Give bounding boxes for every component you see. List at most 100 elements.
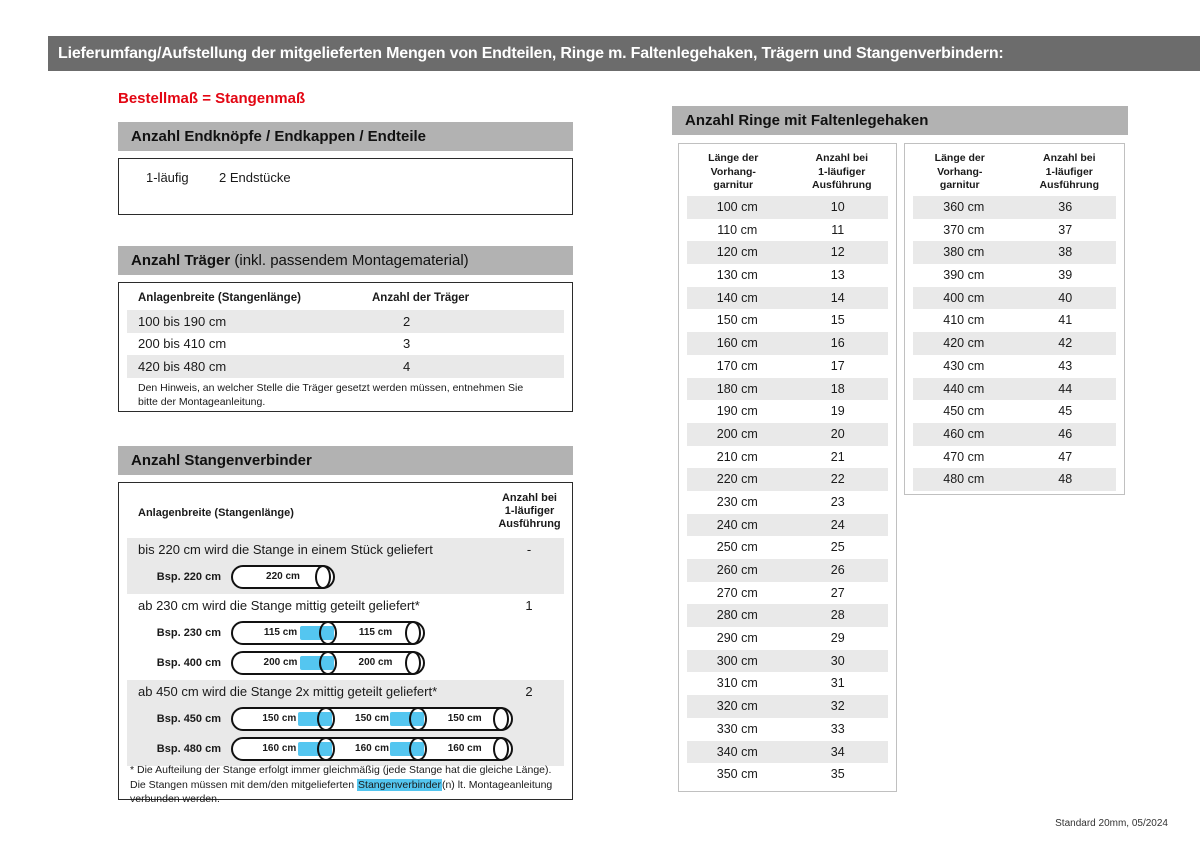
traeger-count: 3	[403, 336, 411, 352]
ring-length-cell: 230 cm	[716, 494, 758, 509]
ring-table-row: 350 cm 35	[687, 763, 888, 786]
order-measure-note: Bestellmaß = Stangenmaß	[118, 90, 306, 107]
verbinder-rule-text-row: bis 220 cm wird die Stange in einem Stüc…	[127, 541, 564, 559]
traeger-count: 4	[403, 358, 411, 374]
ring-table-row: 450 cm 45	[913, 400, 1116, 423]
ringe-col-length-line1: Länge der	[934, 152, 985, 164]
ring-length-cell: 100 cm	[716, 200, 758, 214]
ring-count-cell: 21	[830, 449, 845, 464]
rod-endcap-icon	[405, 620, 421, 645]
ring-table-row: 240 cm 24	[687, 513, 888, 537]
verbinder-footnote: * Die Aufteilung der Stange erfolgt imme…	[130, 763, 562, 807]
rod-example-label: Bsp. 480 cm	[156, 742, 221, 755]
ring-length-cell: 410 cm	[943, 313, 985, 328]
ring-length-cell: 320 cm	[716, 699, 758, 714]
document-footer: Standard 20mm, 05/2024	[1055, 818, 1168, 829]
ring-table-row: 410 cm 41	[913, 309, 1116, 332]
ring-table-row: 190 cm 19	[687, 400, 888, 423]
ringe-col-length-line2: Vorhang-	[937, 165, 983, 178]
ring-table-row: 230 cm 23	[687, 491, 888, 514]
verbinder-block: bis 220 cm wird die Stange in einem Stüc…	[127, 538, 564, 594]
ring-table-row: 370 cm 37	[913, 219, 1116, 242]
ring-length-cell: 190 cm	[716, 404, 758, 419]
ring-count-cell: 29	[830, 631, 845, 646]
rod-segment-label: 160 cm	[355, 742, 389, 754]
rod-diagram: 115 cm 115 cm	[231, 620, 425, 645]
verbinder-count: 1	[525, 598, 533, 613]
tube-opening-icon	[319, 620, 337, 645]
ringe-col-length-line3: garnitur	[939, 179, 980, 191]
ring-length-cell: 210 cm	[716, 449, 758, 464]
ring-table-row: 210 cm 21	[687, 446, 888, 469]
footnote-highlight: Stangenverbinder	[357, 778, 442, 791]
ring-length-cell: 130 cm	[716, 268, 758, 283]
verbinder-rule-text: ab 450 cm wird die Stange 2x mittig gete…	[138, 684, 438, 699]
verbinder-block: ab 230 cm wird die Stange mittig geteilt…	[127, 594, 564, 680]
ring-length-cell: 140 cm	[716, 290, 758, 305]
verbinder-blocks: bis 220 cm wird die Stange in einem Stüc…	[119, 538, 572, 766]
tube-opening-icon	[317, 706, 335, 731]
ringe-col-length-line1: Länge der	[708, 152, 759, 164]
ring-length-cell: 240 cm	[716, 517, 758, 532]
ring-length-cell: 370 cm	[943, 222, 985, 237]
ringe-col-count-line2: 1-läufiger	[1045, 165, 1093, 178]
ring-count-cell: 36	[1058, 200, 1073, 214]
ring-count-cell: 48	[1058, 472, 1073, 487]
section-traeger-title-rest: (inkl. passendem Montagematerial)	[230, 252, 469, 269]
ring-table-row: 380 cm 38	[913, 241, 1116, 265]
ring-table-row: 120 cm 12	[687, 241, 888, 265]
ring-length-cell: 290 cm	[716, 631, 758, 646]
ring-count-cell: 46	[1058, 426, 1073, 441]
ring-count-cell: 10	[830, 200, 845, 214]
ring-length-cell: 350 cm	[716, 767, 758, 782]
tube-opening-icon	[319, 650, 337, 675]
rod-endcap-icon	[493, 706, 509, 731]
rod-segment-label: 160 cm	[262, 742, 297, 754]
rod-diagram: 220 cm	[231, 564, 335, 589]
rod-diagram: 150 cm 150 cm 150 cm	[231, 706, 513, 731]
traeger-count: 2	[403, 313, 411, 329]
tube-opening-icon	[317, 736, 335, 761]
verbinder-rule-text-row: ab 450 cm wird die Stange 2x mittig gete…	[127, 683, 564, 701]
ring-count-cell: 40	[1058, 290, 1073, 305]
ringe-col-count-line2: 1-läufiger	[818, 165, 866, 178]
rod-endcap-icon	[405, 650, 421, 675]
ring-length-cell: 470 cm	[943, 449, 985, 464]
ringe-col-count-line1: Anzahl bei	[1042, 152, 1096, 164]
rod-example-row: Bsp. 480 cm 160 cm 160 cm 160 cm	[127, 736, 564, 761]
rod-segment-label: 200 cm	[358, 656, 393, 668]
ring-count-cell: 42	[1058, 336, 1073, 351]
ring-length-cell: 440 cm	[943, 381, 985, 396]
ring-table-row: 430 cm 43	[913, 355, 1116, 378]
rod-endcap-icon	[315, 564, 331, 589]
ring-length-cell: 380 cm	[943, 245, 985, 260]
ringe-table-2-rows: 360 cm 36 370 cm 37 380 cm 38 390 cm 39 400 cm 40…	[905, 196, 1124, 491]
section-endteile-title: Anzahl Endknöpfe / Endkappen / Endteile	[118, 122, 573, 151]
ring-length-cell: 180 cm	[716, 381, 758, 396]
ring-table-row: 310 cm 31	[687, 672, 888, 695]
ring-length-cell: 260 cm	[716, 563, 758, 577]
rod-example-label: Bsp. 400 cm	[156, 656, 221, 669]
ring-table-row: 140 cm 14	[687, 286, 888, 310]
ring-length-cell: 160 cm	[716, 336, 758, 351]
ring-table-row: 390 cm 39	[913, 264, 1116, 287]
verbinder-col-count: Anzahl bei 1-läufiger Ausführung	[492, 492, 567, 531]
ring-length-cell: 450 cm	[943, 404, 985, 419]
ring-length-cell: 270 cm	[716, 585, 758, 600]
verbinder-col-count-line3: Ausführung	[498, 518, 561, 530]
ring-count-cell: 44	[1058, 381, 1073, 396]
ring-count-cell: 47	[1058, 449, 1073, 464]
ring-count-cell: 18	[830, 381, 845, 396]
endteile-run-label: 1-läufig	[146, 170, 189, 185]
endteile-box: 1-läufig 2 Endstücke	[118, 158, 573, 215]
ringe-table-1-header: Länge der Vorhang- garnitur Anzahl bei 1…	[679, 144, 896, 196]
tube-opening-icon	[409, 706, 427, 731]
section-traeger-title-bold: Anzahl Träger	[131, 252, 231, 269]
ring-count-cell: 22	[830, 472, 845, 487]
ring-count-cell: 31	[830, 676, 845, 691]
rod-segment-label: 150 cm	[262, 712, 297, 724]
ring-count-cell: 15	[830, 313, 845, 328]
traeger-note: Den Hinweis, an welcher Stelle die Träge…	[138, 382, 524, 408]
ringe-col-length: Länge der Vorhang- garnitur	[679, 152, 788, 196]
